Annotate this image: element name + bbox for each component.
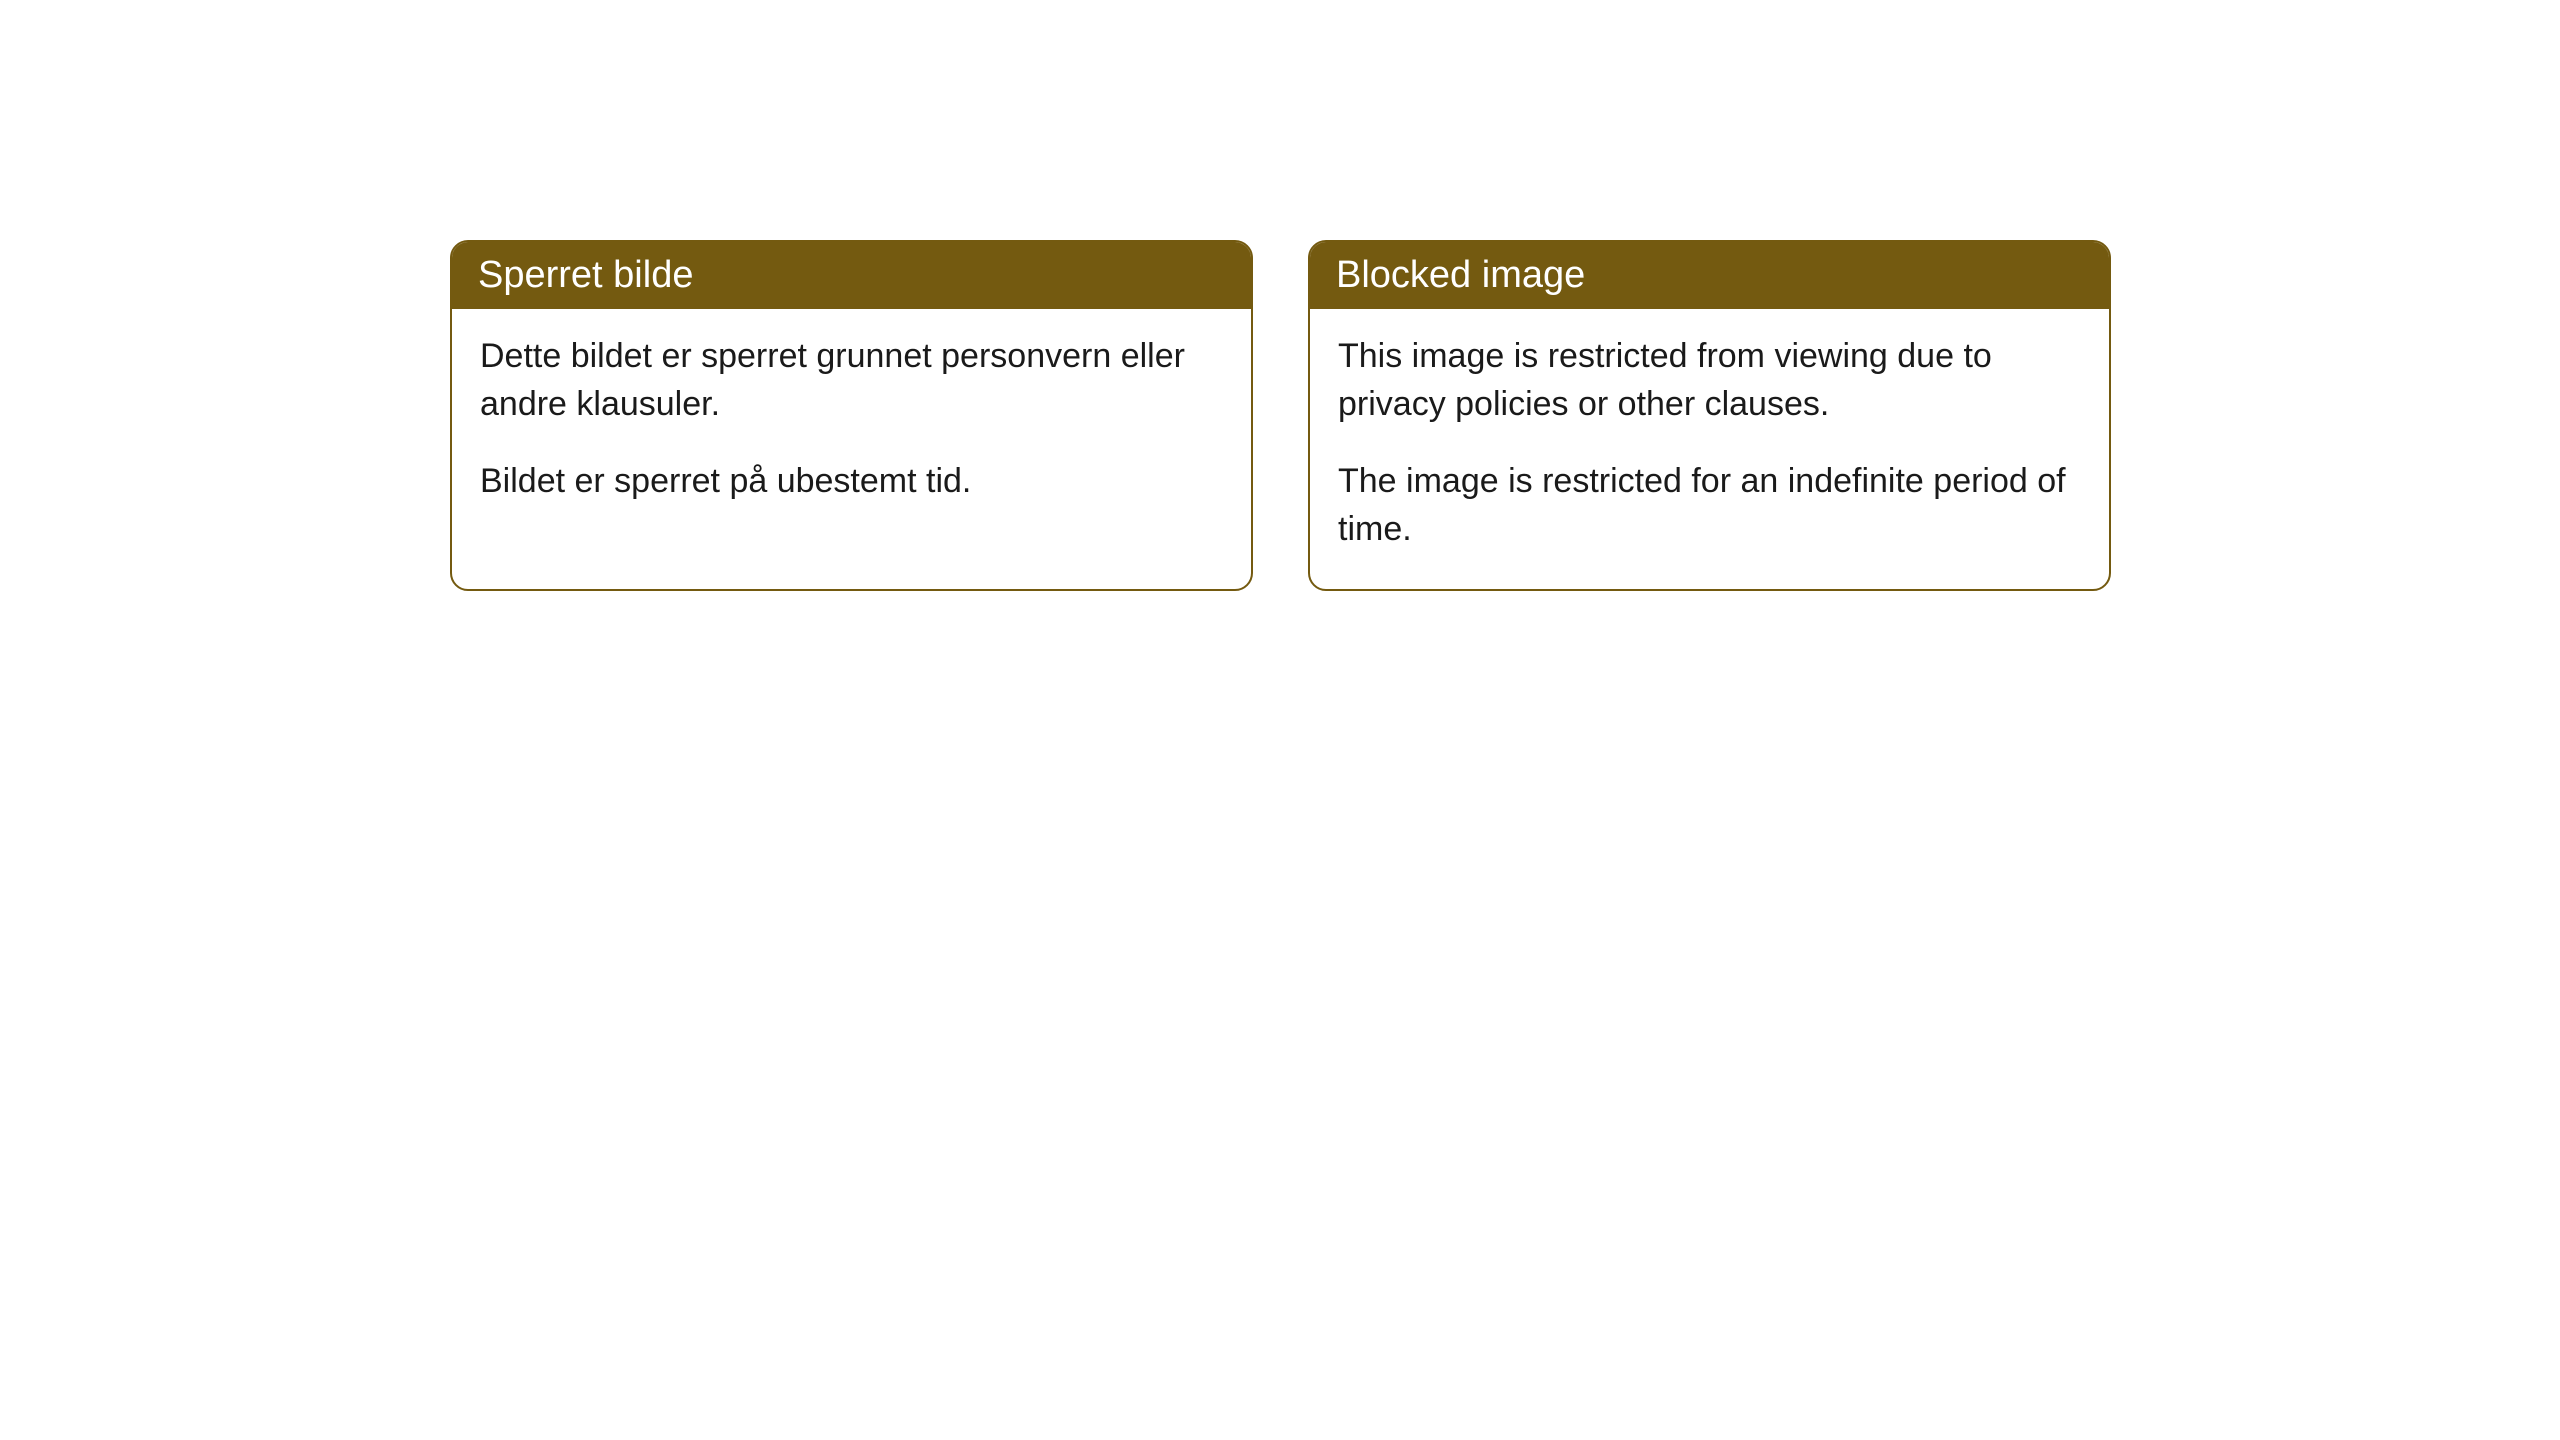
card-paragraph: The image is restricted for an indefinit… — [1338, 458, 2081, 553]
card-title: Sperret bilde — [478, 254, 693, 296]
card-paragraph: Bildet er sperret på ubestemt tid. — [480, 458, 1223, 506]
card-header: Sperret bilde — [452, 242, 1251, 309]
card-title: Blocked image — [1336, 254, 1585, 296]
card-body: This image is restricted from viewing du… — [1310, 309, 2109, 589]
card-body: Dette bildet er sperret grunnet personve… — [452, 309, 1251, 542]
card-paragraph: This image is restricted from viewing du… — [1338, 333, 2081, 428]
card-paragraph: Dette bildet er sperret grunnet personve… — [480, 333, 1223, 428]
notice-cards-container: Sperret bilde Dette bildet er sperret gr… — [450, 240, 2560, 591]
card-header: Blocked image — [1310, 242, 2109, 309]
notice-card-english: Blocked image This image is restricted f… — [1308, 240, 2111, 591]
notice-card-norwegian: Sperret bilde Dette bildet er sperret gr… — [450, 240, 1253, 591]
